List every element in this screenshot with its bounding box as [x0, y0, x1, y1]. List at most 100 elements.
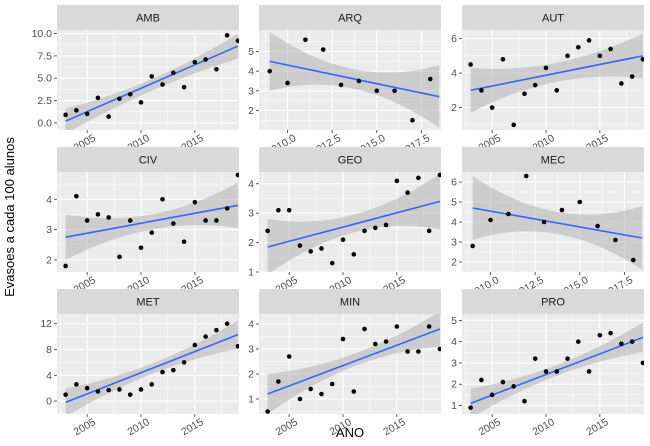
data-point-geo: [351, 252, 357, 257]
data-point-civ: [224, 206, 230, 211]
data-point-amb: [181, 84, 187, 90]
y-tick-label-mec: 4: [451, 217, 457, 229]
x-tick-label-pro: 2015: [584, 416, 610, 438]
panel-content-arq: [259, 30, 441, 130]
data-point-pro: [554, 369, 560, 374]
data-point-aut: [586, 38, 592, 43]
y-tick-label-amb: 10.0: [32, 28, 53, 40]
data-point-amb: [138, 100, 144, 105]
data-point-met: [74, 382, 79, 387]
data-point-amb: [127, 91, 133, 97]
data-point-pro: [565, 356, 570, 361]
data-point-aut: [619, 81, 624, 86]
data-point-amb: [95, 95, 101, 101]
data-point-min: [437, 346, 441, 352]
facet-strip-label-min: MIN: [340, 297, 360, 309]
facet-strip-label-amb: AMB: [136, 13, 160, 25]
data-point-civ: [95, 212, 101, 217]
y-tick-label-aut: 2: [451, 102, 457, 114]
data-point-met: [127, 392, 133, 397]
data-point-met: [117, 387, 122, 392]
data-point-min: [373, 341, 378, 347]
data-point-arq: [303, 37, 308, 43]
y-tick-label-min: 3: [248, 344, 254, 356]
facet-strip-label-pro: PRO: [541, 297, 565, 309]
x-tick-label-pro: 2010: [530, 416, 556, 438]
data-point-min: [297, 396, 303, 402]
y-tick-label-geo: 2: [248, 237, 254, 249]
y-tick-label-geo: 1: [248, 267, 254, 279]
data-point-met: [235, 343, 239, 349]
data-point-amb: [106, 114, 111, 119]
data-point-mec: [523, 173, 529, 179]
data-point-geo: [265, 228, 270, 234]
y-tick-label-arq: 5: [248, 46, 254, 58]
data-point-civ: [74, 193, 79, 199]
data-point-aut: [479, 88, 484, 93]
facet-strip-pro: [462, 289, 644, 314]
facet-strip-arq: [259, 5, 441, 30]
data-point-pro: [489, 392, 495, 398]
panel-content-mec: [462, 172, 644, 272]
data-point-arq: [267, 68, 273, 74]
facet-pro: PRO 1 2 3 4 5 2005 2010 2015: [451, 289, 644, 438]
data-point-amb: [235, 38, 239, 44]
data-point-civ: [117, 254, 122, 260]
data-point-pro: [629, 339, 635, 344]
data-point-met: [160, 369, 165, 375]
data-point-mec: [630, 257, 636, 263]
data-point-aut: [576, 44, 581, 50]
y-tick-label-mec: 2: [451, 257, 457, 269]
data-point-arq: [392, 88, 397, 94]
data-point-aut: [597, 53, 603, 59]
y-tick-label-aut: 4: [451, 68, 457, 80]
data-point-met: [106, 387, 111, 393]
data-point-aut: [640, 57, 644, 62]
data-point-geo: [340, 237, 346, 242]
y-tick-label-geo: 4: [248, 178, 254, 190]
data-point-mec: [541, 219, 547, 225]
data-point-mec: [470, 243, 476, 249]
x-tick-label-met: 2010: [125, 416, 151, 438]
y-tick-label-arq: 3: [248, 85, 254, 97]
facet-strip-mec: [462, 147, 644, 172]
data-point-met: [214, 327, 219, 333]
y-tick-label-amb: 7.5: [37, 50, 52, 62]
panel-content-amb: [57, 30, 239, 130]
data-point-pro: [522, 398, 527, 404]
panel-content-min: [259, 314, 441, 414]
data-point-pro: [619, 341, 624, 347]
data-point-amb: [203, 57, 208, 62]
data-point-min: [426, 324, 432, 329]
data-point-aut: [522, 91, 527, 97]
data-point-geo: [297, 243, 303, 248]
data-point-geo: [426, 228, 432, 234]
x-tick-label-min: 2005: [274, 416, 300, 438]
facet-strip-label-civ: CIV: [139, 155, 158, 167]
data-point-pro: [543, 369, 549, 374]
data-point-arq: [320, 47, 326, 52]
y-tick-label-mec: 6: [451, 177, 457, 189]
data-point-arq: [356, 78, 362, 84]
data-point-geo: [416, 175, 421, 181]
data-point-pro: [479, 377, 484, 383]
data-point-civ: [160, 196, 165, 202]
data-point-pro: [608, 330, 613, 336]
panel-content-aut: [462, 30, 644, 130]
data-point-arq: [285, 80, 290, 86]
y-tick-label-amb: 2.5: [37, 95, 52, 107]
data-point-civ: [106, 215, 111, 220]
data-point-civ: [138, 245, 144, 251]
x-tick-label-pro: 2005: [477, 416, 503, 438]
facet-met: MET 0 4 8 12 2005 2010 2015: [40, 289, 239, 438]
data-point-mec: [488, 217, 493, 223]
data-point-geo: [286, 207, 292, 213]
panel-content-met: [57, 314, 239, 414]
facet-strip-label-geo: GEO: [338, 155, 363, 167]
fit-line-min: [267, 328, 441, 395]
